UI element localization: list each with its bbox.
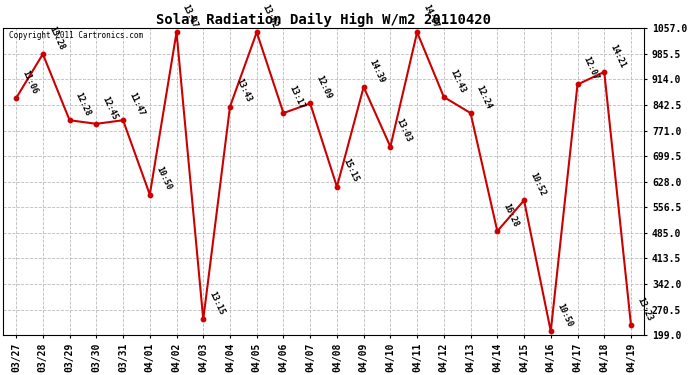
Text: 13:07: 13:07 [181, 3, 199, 30]
Text: 13:17: 13:17 [288, 84, 306, 110]
Point [144, 192, 155, 198]
Text: 14:39: 14:39 [368, 58, 386, 84]
Point [599, 69, 610, 75]
Text: 12:07: 12:07 [582, 55, 600, 82]
Text: 10:50: 10:50 [154, 165, 172, 192]
Point [117, 117, 128, 123]
Point [171, 29, 182, 35]
Point [37, 51, 48, 57]
Point [465, 110, 476, 116]
Point [10, 95, 21, 101]
Point [278, 110, 289, 116]
Text: 12:43: 12:43 [448, 68, 466, 94]
Point [572, 81, 583, 87]
Text: Copyright 2011 Cartronics.com: Copyright 2011 Cartronics.com [9, 32, 144, 40]
Text: 12:24: 12:24 [475, 84, 493, 110]
Point [492, 228, 503, 234]
Point [305, 100, 316, 106]
Text: 13:23: 13:23 [635, 296, 654, 322]
Point [412, 29, 423, 35]
Text: 10:52: 10:52 [529, 171, 547, 198]
Point [438, 94, 449, 100]
Text: 13:28: 13:28 [47, 25, 66, 51]
Point [251, 29, 262, 35]
Text: 10:50: 10:50 [555, 302, 573, 328]
Point [545, 328, 556, 334]
Text: 14:07: 14:07 [422, 3, 440, 30]
Text: 14:21: 14:21 [609, 43, 627, 69]
Point [358, 84, 369, 90]
Text: 15:15: 15:15 [341, 158, 359, 184]
Point [625, 322, 636, 328]
Point [198, 316, 209, 322]
Text: 13:03: 13:03 [395, 117, 413, 144]
Text: 11:47: 11:47 [127, 91, 146, 117]
Point [331, 184, 342, 190]
Text: 12:45: 12:45 [101, 94, 119, 121]
Point [224, 104, 235, 110]
Text: 13:15: 13:15 [208, 290, 226, 317]
Text: 13:43: 13:43 [234, 77, 253, 104]
Text: 13:02: 13:02 [261, 3, 279, 30]
Point [518, 197, 529, 203]
Text: 16:28: 16:28 [502, 202, 520, 228]
Title: Solar Radiation Daily High W/m2 20110420: Solar Radiation Daily High W/m2 20110420 [156, 13, 491, 27]
Text: 11:06: 11:06 [20, 69, 39, 95]
Text: 12:28: 12:28 [74, 91, 92, 117]
Point [91, 121, 102, 127]
Text: 12:09: 12:09 [315, 74, 333, 100]
Point [385, 144, 396, 150]
Point [64, 117, 75, 123]
